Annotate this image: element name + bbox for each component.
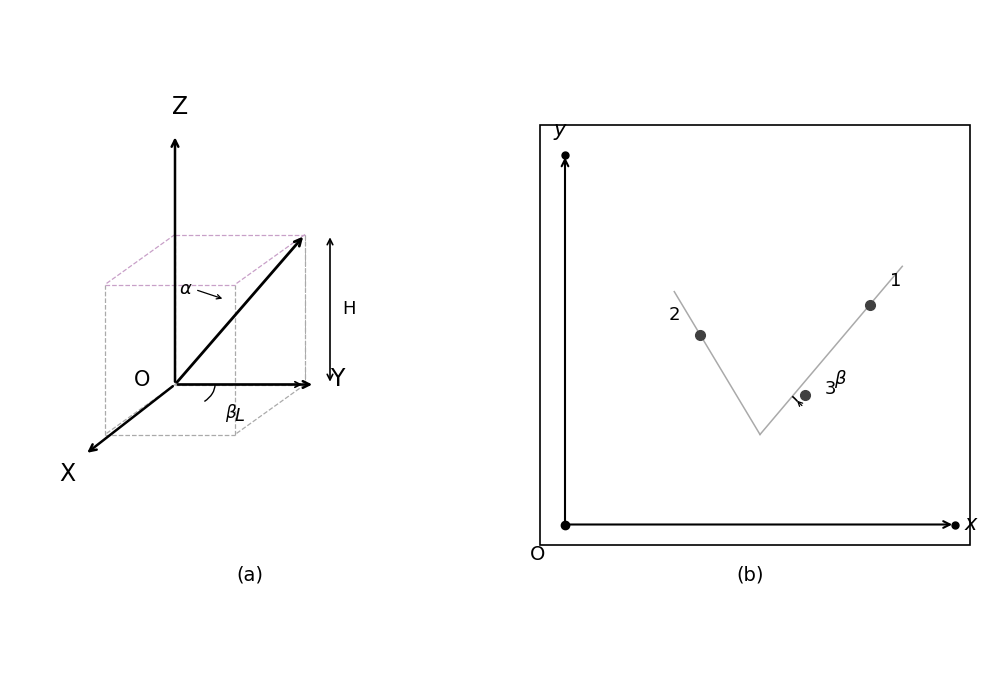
Text: 3: 3 (825, 380, 836, 398)
Text: X: X (59, 462, 75, 486)
Text: L: L (235, 407, 245, 425)
Text: H: H (342, 300, 356, 318)
Text: O: O (530, 544, 545, 564)
Text: (a): (a) (237, 566, 264, 584)
Text: Z: Z (172, 96, 188, 119)
Text: x: x (965, 515, 977, 535)
Text: 1: 1 (890, 271, 901, 289)
Bar (540, 125, 970, 544)
Text: 2: 2 (668, 307, 680, 325)
Text: α: α (179, 280, 191, 298)
Text: β: β (225, 404, 236, 422)
Text: (b): (b) (736, 566, 764, 584)
Text: β: β (834, 371, 845, 389)
Text: O: O (134, 369, 150, 389)
Text: Y: Y (330, 367, 344, 391)
Text: y: y (554, 119, 566, 139)
